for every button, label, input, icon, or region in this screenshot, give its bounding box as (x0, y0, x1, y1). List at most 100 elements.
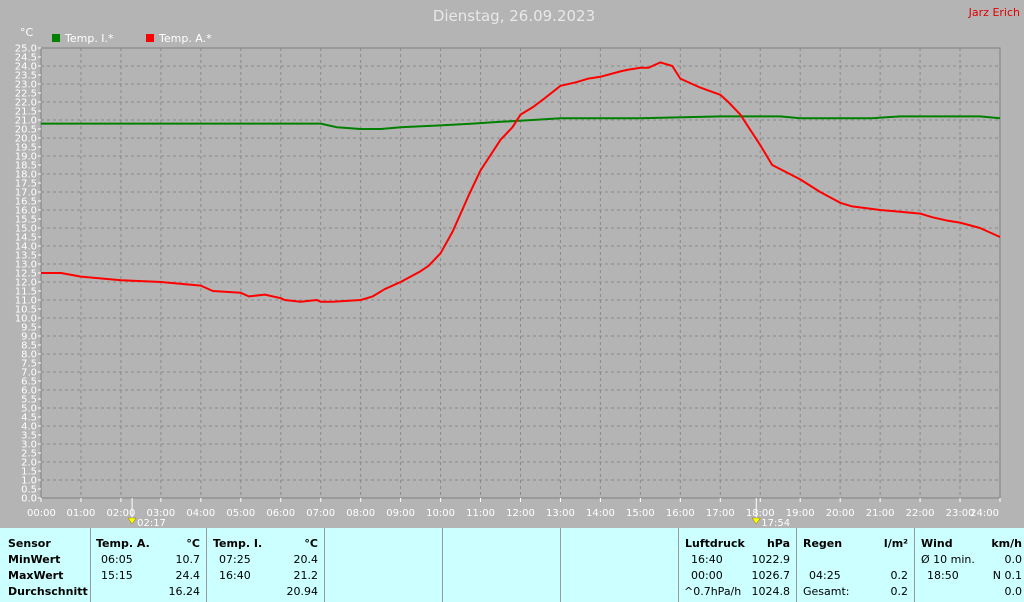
x-tick-label: 12:00 (506, 508, 535, 519)
rain-unit: l/m² (883, 537, 908, 550)
x-tick-label: 00:00 (27, 508, 56, 519)
y-tick-label: 4.0 (21, 422, 37, 433)
y-tick-label: 25.0 (15, 44, 37, 55)
y-tick-label: 17.5 (15, 179, 37, 190)
y-tick-label: 17.0 (15, 188, 37, 199)
temp-i-min-value: 20.4 (293, 553, 319, 566)
stats-panel: Sensor MinWert MaxWert Durchschnitt Temp… (0, 528, 1024, 602)
y-tick-label: 19.0 (15, 152, 37, 163)
y-tick-label: 18.0 (15, 170, 37, 181)
y-tick-label: 3.5 (21, 431, 37, 442)
wind-unit: km/h (991, 537, 1022, 550)
wind-avg-label: Ø 10 min. (921, 553, 975, 566)
pressure-current-value: 1024.8 (751, 585, 791, 598)
wind-avg-value: 0.0 (1004, 553, 1023, 566)
y-tick-label: 13.5 (15, 251, 37, 262)
y-tick-label: 9.0 (21, 332, 37, 343)
x-tick-label: 03:00 (146, 508, 175, 519)
rain-max-value: 0.2 (890, 569, 909, 582)
y-tick-label: 13.0 (15, 260, 37, 271)
x-tick-label: 07:00 (306, 508, 335, 519)
y-tick-label: 20.5 (15, 125, 37, 136)
labels-column: Sensor MinWert MaxWert Durchschnitt (0, 528, 90, 602)
avg-label: Durchschnitt (8, 585, 88, 598)
y-tick-label: 16.5 (15, 197, 37, 208)
x-tick-label: 02:00 (107, 508, 136, 519)
wind-max-time: 18:50 (927, 569, 959, 582)
y-tick-label: 5.5 (21, 395, 37, 406)
temp-a-average: 16.24 (168, 585, 201, 598)
y-tick-label: 15.5 (15, 215, 37, 226)
pressure-min-time: 16:40 (691, 553, 723, 566)
y-tick-label: 22.0 (15, 98, 37, 109)
x-tick-label: 22:00 (906, 508, 935, 519)
y-tick-label: 5.0 (21, 404, 37, 415)
temp-i-column: Temp. I. °C 07:25 20.4 16:40 21.2 20.94 (206, 528, 324, 602)
temp-i-max-time: 16:40 (219, 569, 251, 582)
y-tick-label: 19.5 (15, 143, 37, 154)
y-tick-label: 18.5 (15, 161, 37, 172)
y-tick-label: 1.5 (21, 467, 37, 478)
y-tick-label: 8.0 (21, 350, 37, 361)
y-tick-label: 10.0 (15, 314, 37, 325)
pressure-column: Luftdruck hPa 16:40 1022.9 00:00 1026.7 … (678, 528, 796, 602)
x-tick-label: 10:00 (426, 508, 455, 519)
y-tick-label: 16.0 (15, 206, 37, 217)
legend: Temp. I.* Temp. A.* (52, 32, 212, 45)
x-tick-label: 04:00 (186, 508, 215, 519)
x-tick-label: 01:00 (67, 508, 96, 519)
y-tick-label: 7.5 (21, 359, 37, 370)
x-tick-label: 21:00 (866, 508, 895, 519)
y-tick-label: 7.0 (21, 368, 37, 379)
chart-title: Dienstag, 26.09.2023 (433, 7, 595, 25)
y-tick-label: 12.0 (15, 278, 37, 289)
pressure-title: Luftdruck (685, 537, 745, 550)
min-label: MinWert (8, 553, 61, 566)
legend-label-indoor: Temp. I.* (64, 32, 114, 45)
y-tick-label: 21.0 (15, 116, 37, 127)
sunrise-icon (127, 517, 137, 525)
series-line-outdoor (41, 61, 1001, 303)
pressure-max-value: 1026.7 (751, 569, 791, 582)
rain-max-time: 04:25 (809, 569, 841, 582)
rain-total-label: Gesamt: (803, 585, 850, 598)
y-tick-label: 21.5 (15, 107, 37, 118)
temp-i-average: 20.94 (286, 585, 319, 598)
pressure-min-value: 1022.9 (751, 553, 791, 566)
y-tick-label: 9.5 (21, 323, 37, 334)
y-tick-label: 6.5 (21, 377, 37, 388)
series-line-indoor (41, 115, 1001, 130)
wind-column: Wind km/h Ø 10 min. 0.0 18:50 N 0.1 0.0 (914, 528, 1024, 602)
x-tick-label: 24:00 (970, 508, 999, 519)
x-axis: 00:00 01:00 02:00 03:00 04:00 05:00 06:00 07:00… (27, 498, 1001, 519)
sensor-label: Sensor (8, 537, 51, 550)
legend-swatch-indoor (52, 34, 60, 42)
x-tick-label: 20:00 (826, 508, 855, 519)
temp-a-max-time: 15:15 (101, 569, 133, 582)
temp-i-max-value: 21.2 (293, 569, 319, 582)
empty-column-2 (442, 528, 560, 602)
pressure-trend-label: ^0.7hPa/h (684, 585, 742, 598)
sun-markers: 02:17 17:54 (127, 498, 790, 528)
empty-column-1 (324, 528, 442, 602)
author-label: Jarz Erich (968, 6, 1020, 19)
x-tick-label: 08:00 (346, 508, 375, 519)
temp-a-column: Temp. A. °C 06:05 10.7 15:15 24.4 16.24 (90, 528, 206, 602)
empty-column-3 (560, 528, 678, 602)
pressure-max-time: 00:00 (691, 569, 723, 582)
y-tick-label: 11.5 (15, 287, 37, 298)
y-axis-unit: °C (20, 26, 34, 39)
legend-label-outdoor: Temp. A.* (158, 32, 212, 45)
temp-a-unit: °C (186, 537, 200, 550)
y-tick-label: 6.0 (21, 386, 37, 397)
x-tick-label: 09:00 (386, 508, 415, 519)
y-tick-label: 14.0 (15, 242, 37, 253)
y-tick-label: 0.0 (21, 494, 37, 505)
y-tick-label: 2.5 (21, 449, 37, 460)
y-tick-label: 1.0 (21, 476, 37, 487)
pressure-unit: hPa (766, 537, 790, 550)
y-tick-label: 4.5 (21, 413, 37, 424)
rain-column: Regen l/m² 04:25 0.2 Gesamt: 0.2 (796, 528, 914, 602)
temp-a-title: Temp. A. (96, 537, 150, 550)
x-tick-label: 18:00 (746, 508, 775, 519)
